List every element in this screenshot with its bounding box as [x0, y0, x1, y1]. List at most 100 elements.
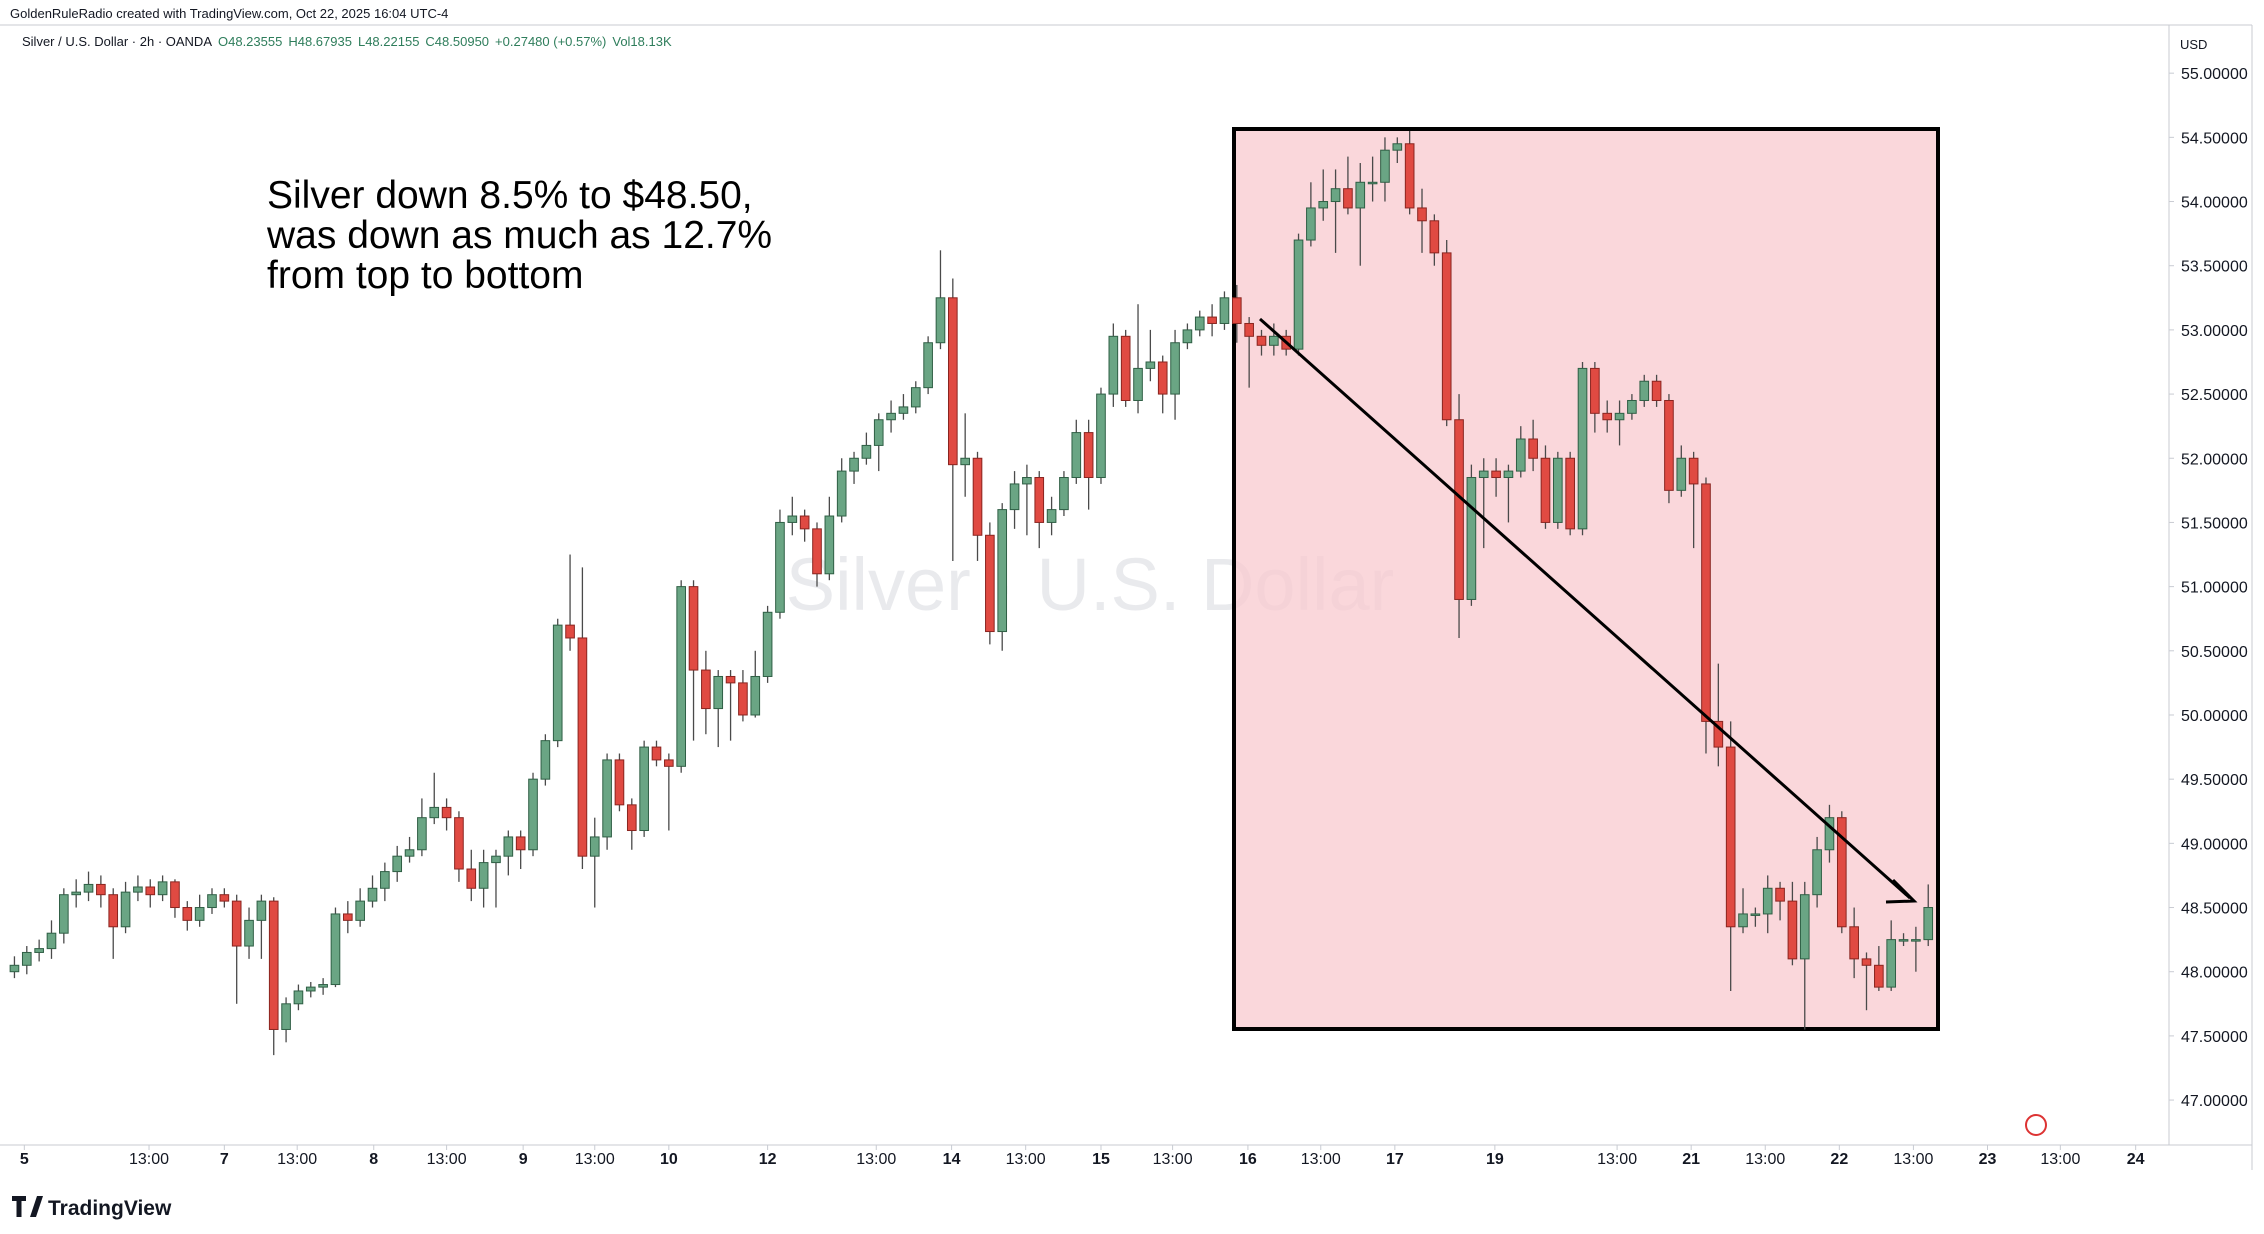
candle-body: [1269, 335, 1279, 346]
candle-body: [1602, 412, 1613, 421]
candle-body: [1367, 181, 1378, 185]
candle-body: [1688, 457, 1699, 485]
candle-body: [1614, 412, 1625, 421]
candle-body: [577, 637, 588, 857]
candle-body: [1528, 438, 1538, 459]
candle-body: [1565, 457, 1575, 530]
x-tick-label: 13:00: [856, 1151, 896, 1168]
candle-body: [1231, 297, 1242, 324]
x-tick-label: 22: [1830, 1151, 1848, 1168]
candle-body: [960, 457, 970, 466]
x-tick-label: 24: [2127, 1151, 2145, 1168]
y-tick-label: 54.00000: [2181, 195, 2248, 212]
x-tick-label: 14: [943, 1151, 961, 1168]
candle-body: [528, 778, 538, 851]
candle-body: [1590, 367, 1600, 414]
candle-body: [83, 883, 94, 893]
candle-body: [701, 669, 711, 710]
candle-body: [182, 907, 193, 921]
candle-body: [1133, 367, 1143, 401]
credit: GoldenRuleRadio created with TradingView…: [10, 6, 448, 21]
candle-body: [1911, 939, 1921, 942]
candle-body: [1256, 335, 1267, 346]
candle-body: [997, 509, 1008, 633]
candle-body: [1701, 483, 1711, 722]
candle-body: [355, 900, 365, 921]
candle-body: [1553, 457, 1563, 523]
candle-body: [1318, 201, 1329, 209]
candle-body: [614, 759, 625, 806]
y-tick-label: 55.00000: [2181, 66, 2248, 83]
candle-body: [1849, 926, 1859, 960]
candle-body: [1145, 361, 1156, 369]
candle-body: [71, 891, 82, 896]
candle-body: [256, 900, 267, 921]
candle-body: [972, 457, 983, 536]
candle-body: [873, 419, 884, 446]
x-tick-label: 13:00: [427, 1151, 467, 1168]
candle-body: [207, 894, 217, 909]
candle-body: [1787, 900, 1798, 960]
candle-body: [861, 444, 872, 459]
y-tick-label: 51.50000: [2181, 515, 2248, 532]
candle-body: [441, 806, 452, 819]
candle-body: [1725, 746, 1736, 928]
legend: Silver / U.S. Dollar · 2h · OANDA O48.235…: [22, 34, 672, 49]
x-tick-label: 13:00: [1006, 1151, 1046, 1168]
x-tick-label: 16: [1239, 1151, 1257, 1168]
candle-body: [738, 682, 748, 716]
ohlc-readout: Vol18.13K: [612, 34, 672, 49]
candle-body: [59, 894, 69, 934]
candle-body: [1059, 477, 1069, 511]
candle-body: [1738, 913, 1748, 928]
candle-body: [133, 886, 143, 893]
ohlc-readout: +0.27480 (+0.57%): [495, 34, 606, 49]
candle-body: [1836, 817, 1847, 928]
candle-body: [910, 387, 921, 408]
candle-body: [602, 759, 612, 838]
candle-body: [1392, 143, 1403, 151]
candle-body: [1293, 239, 1304, 350]
y-tick-label: 50.50000: [2181, 644, 2248, 661]
candle-body: [491, 855, 501, 864]
candle-body: [1034, 477, 1045, 523]
x-tick-label: 9: [519, 1151, 528, 1168]
candle-body: [1812, 849, 1822, 896]
candle-body: [540, 740, 551, 780]
candle-body: [145, 886, 156, 896]
candle-body: [1046, 509, 1057, 523]
candle-body: [947, 297, 958, 466]
x-tick-label: 10: [660, 1151, 678, 1168]
candle-body: [429, 806, 440, 819]
candle-body: [1157, 361, 1168, 395]
candle-body: [417, 817, 427, 851]
x-tick-label: 5: [20, 1151, 29, 1168]
y-tick-label: 54.50000: [2181, 130, 2248, 147]
candle-body: [898, 406, 909, 414]
candle-body: [1775, 887, 1785, 902]
candle-body: [1454, 419, 1464, 600]
highlight-box: [1232, 127, 1940, 1031]
candle-body: [565, 624, 575, 639]
x-tick-label: 13:00: [1301, 1151, 1341, 1168]
candle-body: [392, 855, 403, 873]
candle-body: [750, 675, 761, 716]
candle-body: [194, 907, 205, 921]
candle-body: [1874, 964, 1884, 988]
y-tick-label: 47.00000: [2181, 1093, 2248, 1110]
candle-body: [1762, 887, 1773, 915]
y-tick-label: 47.50000: [2181, 1029, 2248, 1046]
arrow-head: [1885, 878, 1918, 904]
candle-body: [219, 894, 230, 902]
y-tick-label: 53.50000: [2181, 259, 2248, 276]
x-tick-label: 13:00: [277, 1151, 317, 1168]
candle-body: [1441, 252, 1452, 421]
candle-body: [1182, 329, 1193, 344]
candle-body: [1022, 477, 1032, 485]
candle-body: [466, 868, 477, 889]
candle-body: [787, 515, 798, 523]
candle-body: [1207, 316, 1217, 324]
candle-body: [318, 984, 328, 988]
candle-body: [812, 528, 822, 575]
candle-body: [935, 297, 946, 344]
